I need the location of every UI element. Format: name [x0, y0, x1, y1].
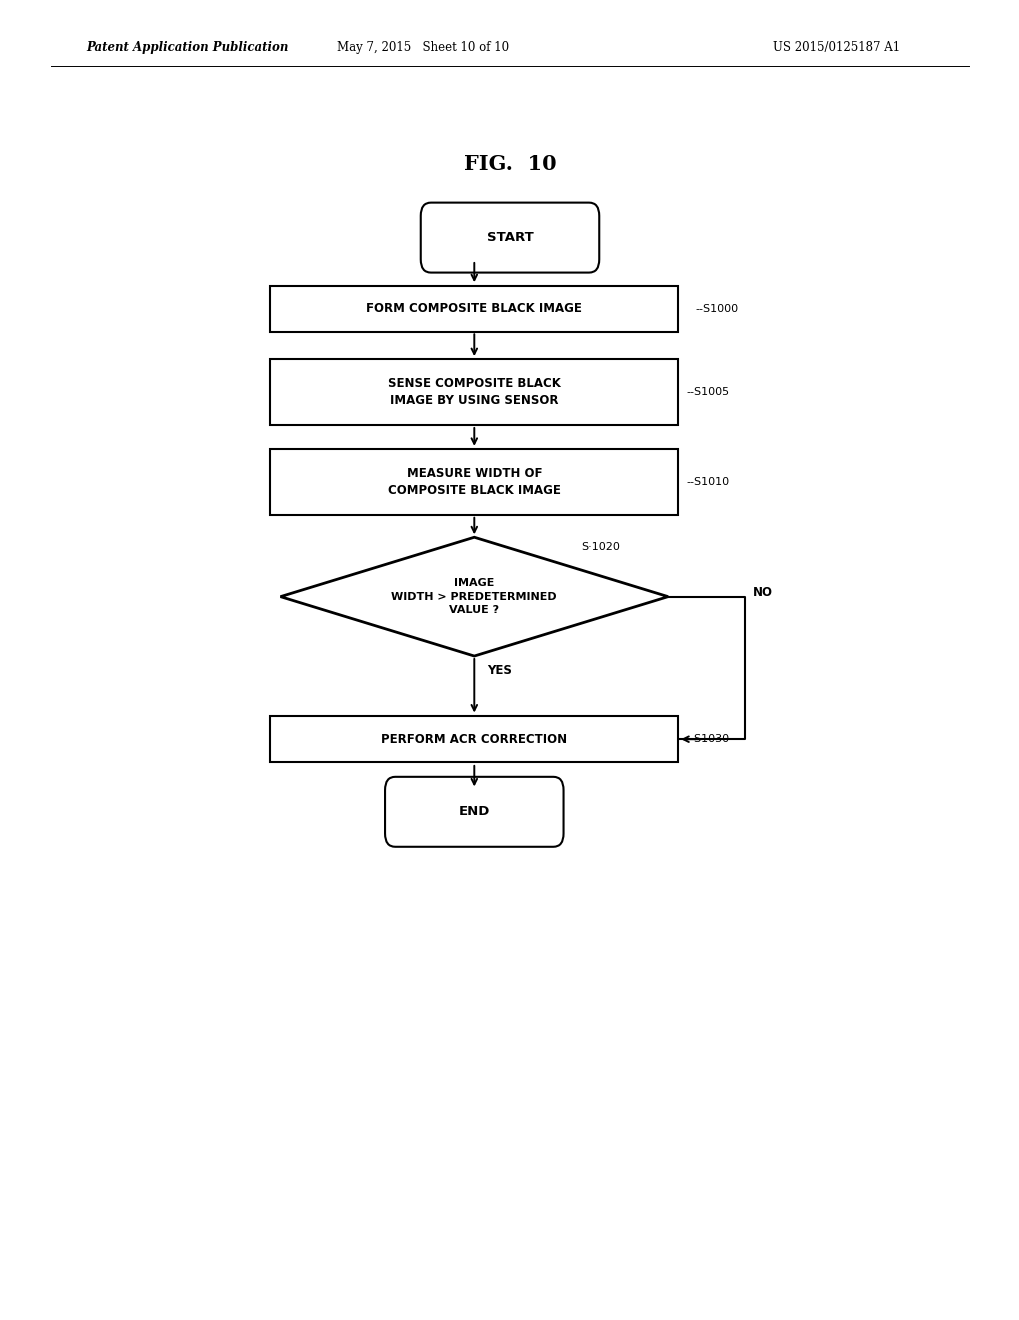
Text: START: START	[486, 231, 533, 244]
Text: YES: YES	[487, 664, 512, 677]
Text: --S1000: --S1000	[695, 304, 738, 314]
Text: Patent Application Publication: Patent Application Publication	[87, 41, 288, 54]
Text: PERFORM ACR CORRECTION: PERFORM ACR CORRECTION	[381, 733, 567, 746]
FancyBboxPatch shape	[385, 776, 564, 847]
Bar	[270, 715, 678, 763]
Text: May 7, 2015   Sheet 10 of 10: May 7, 2015 Sheet 10 of 10	[337, 41, 508, 54]
Text: --S1030: --S1030	[686, 734, 729, 744]
Text: END: END	[459, 805, 489, 818]
Text: FIG.  10: FIG. 10	[464, 153, 555, 174]
Text: FORM COMPOSITE BLACK IMAGE: FORM COMPOSITE BLACK IMAGE	[366, 302, 582, 315]
Text: NO: NO	[752, 586, 772, 599]
Bar	[270, 449, 678, 515]
FancyBboxPatch shape	[421, 202, 599, 272]
Text: MEASURE WIDTH OF
COMPOSITE BLACK IMAGE: MEASURE WIDTH OF COMPOSITE BLACK IMAGE	[387, 467, 560, 496]
Text: US 2015/0125187 A1: US 2015/0125187 A1	[772, 41, 899, 54]
Text: --S1005: --S1005	[686, 387, 729, 397]
Polygon shape	[280, 537, 667, 656]
Text: IMAGE
WIDTH > PREDETERMINED
VALUE ?: IMAGE WIDTH > PREDETERMINED VALUE ?	[391, 578, 556, 615]
Text: S·1020: S·1020	[581, 543, 620, 552]
Text: --S1010: --S1010	[686, 477, 729, 487]
Text: SENSE COMPOSITE BLACK
IMAGE BY USING SENSOR: SENSE COMPOSITE BLACK IMAGE BY USING SEN…	[387, 378, 560, 407]
Bar	[270, 359, 678, 425]
Bar	[270, 286, 678, 331]
